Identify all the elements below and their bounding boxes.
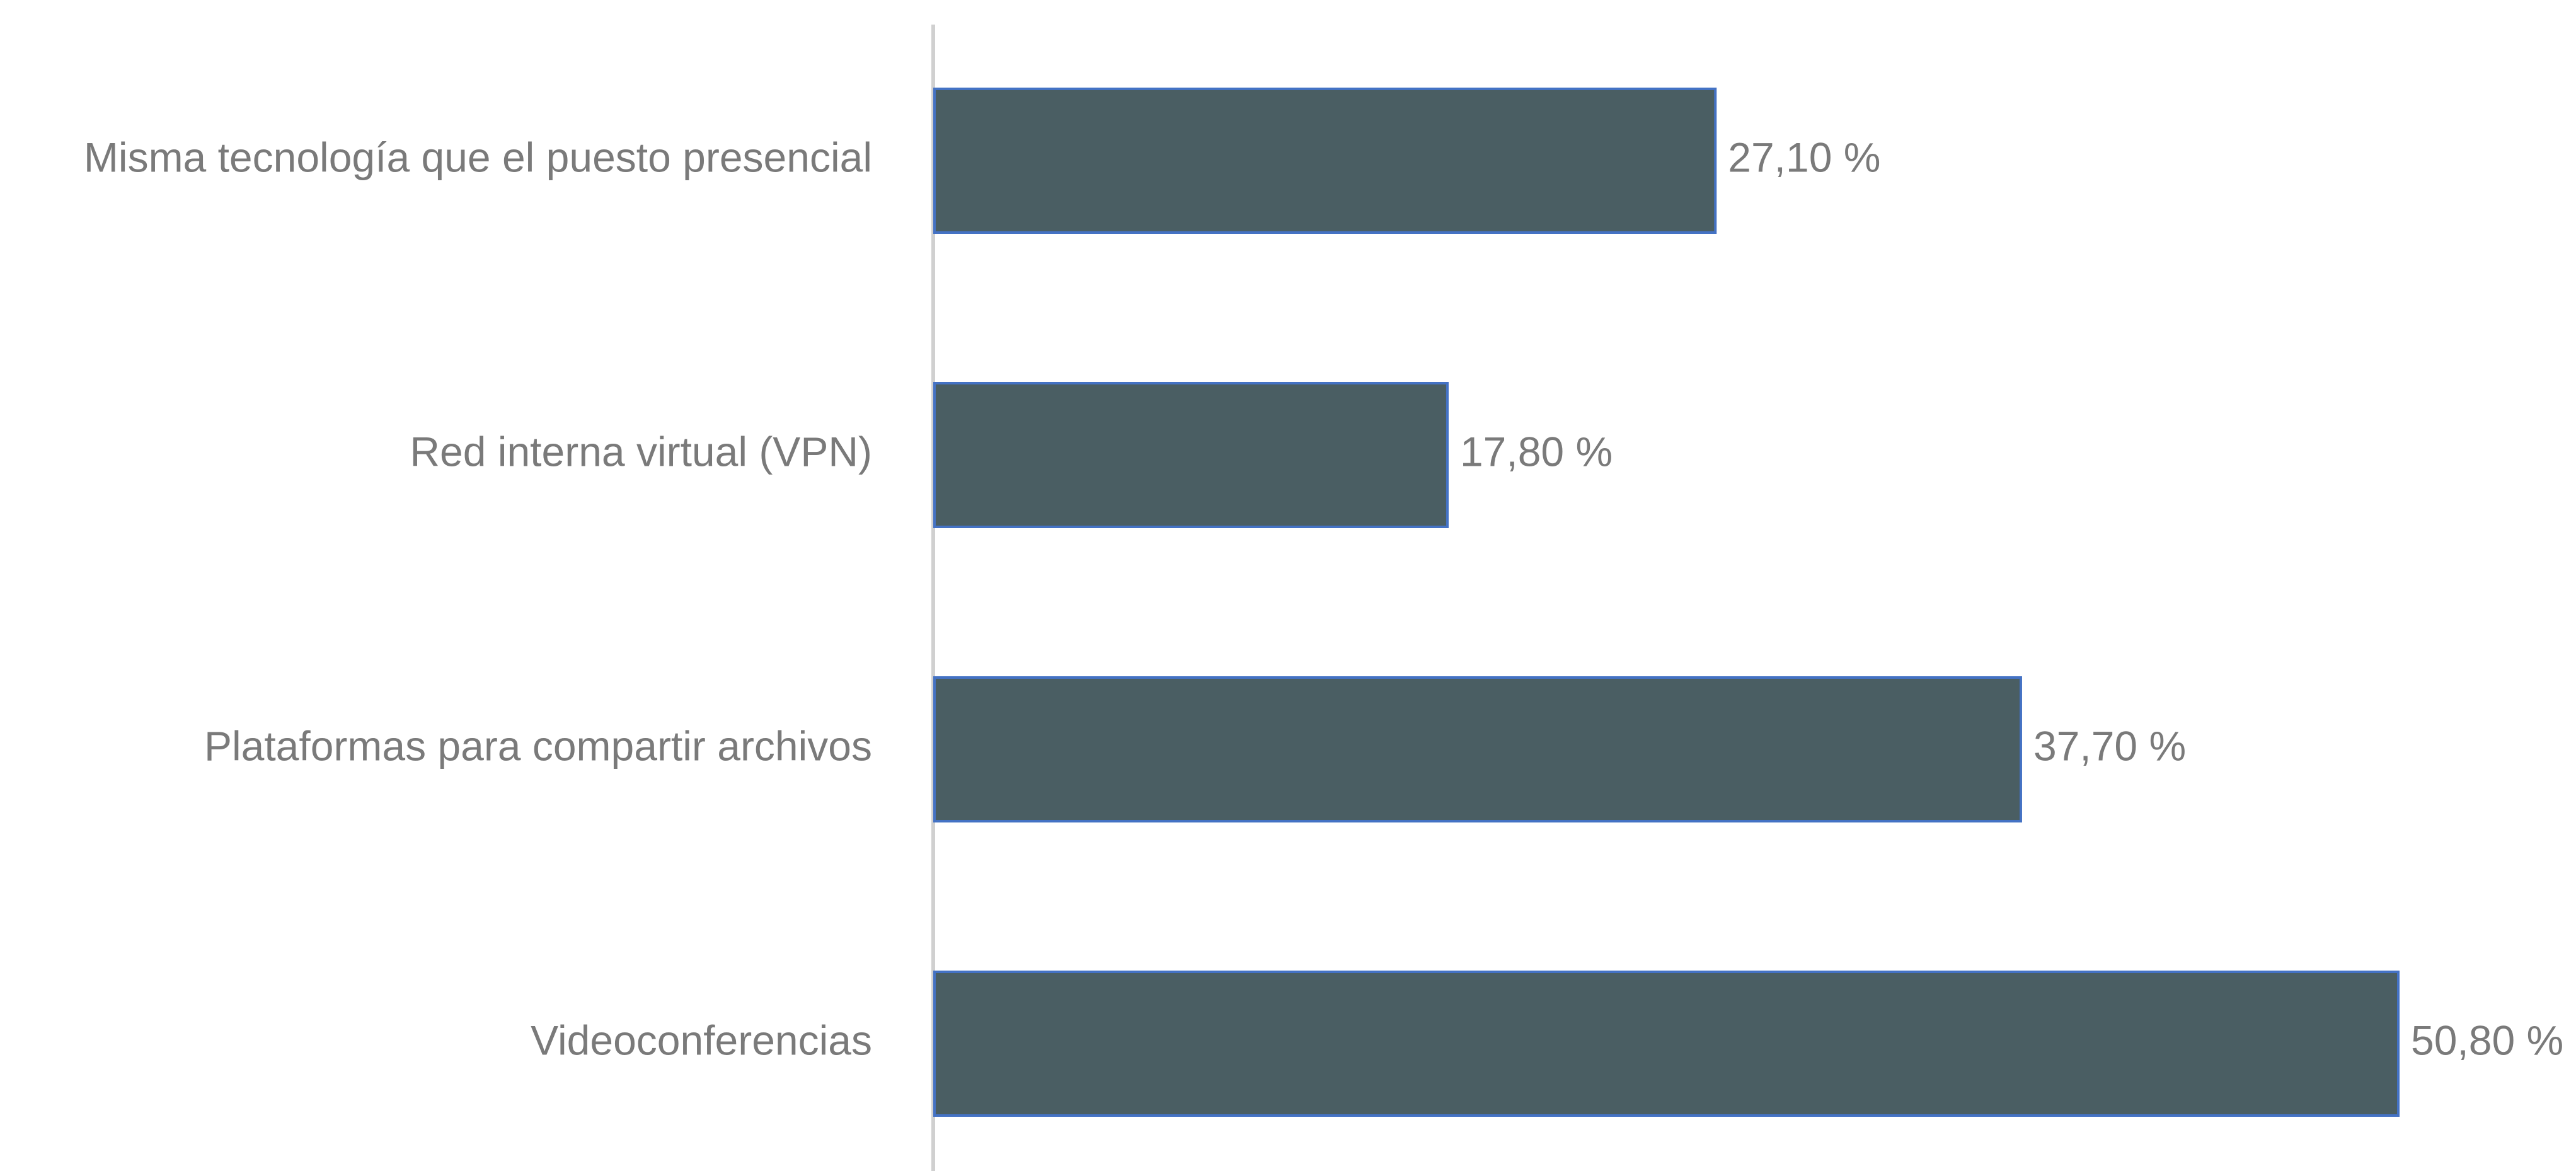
bar xyxy=(933,971,2400,1117)
category-label: Plataformas para compartir archivos xyxy=(204,722,872,769)
category-label: Videoconferencias xyxy=(531,1017,872,1063)
bar xyxy=(933,676,2022,822)
bar xyxy=(933,382,1449,528)
value-label: 50,80 % xyxy=(2411,1017,2563,1063)
bar xyxy=(933,88,1717,234)
value-label: 37,70 % xyxy=(2033,722,2186,769)
category-label: Misma tecnología que el puesto presencia… xyxy=(84,134,872,180)
category-label: Red interna virtual (VPN) xyxy=(410,428,872,475)
value-label: 27,10 % xyxy=(1728,134,1880,180)
value-label: 17,80 % xyxy=(1460,428,1613,475)
